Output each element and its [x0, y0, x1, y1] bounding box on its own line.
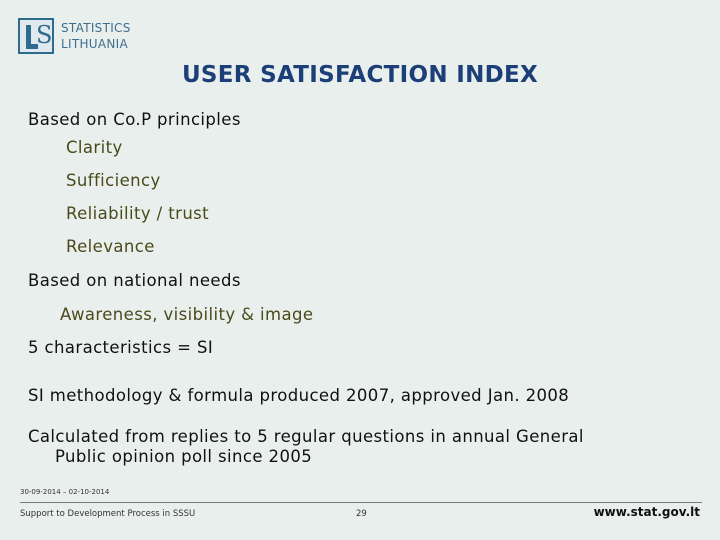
logo-line-2: LITHUANIA	[61, 37, 128, 51]
page-number: 29	[356, 509, 367, 519]
cop-item-sufficiency: Sufficiency	[66, 171, 161, 190]
methodology-line: SI methodology & formula produced 2007, …	[28, 386, 570, 405]
cop-item-relevance: Relevance	[66, 237, 155, 256]
footer-divider	[20, 502, 702, 503]
footer-date: 30-09-2014 – 02-10-2014	[20, 488, 110, 496]
calculated-line-2: Public opinion poll since 2005	[55, 447, 313, 466]
cop-item-reliability: Reliability / trust	[66, 204, 210, 223]
statistics-lithuania-logo: S STATISTICS LITHUANIA	[18, 18, 148, 58]
characteristics-line: 5 characteristics = SI	[28, 338, 214, 357]
cop-heading: Based on Co.P principles	[28, 110, 241, 129]
national-item-awareness: Awareness, visibility & image	[60, 305, 314, 324]
calculated-line-1: Calculated from replies to 5 regular que…	[28, 427, 584, 446]
footer-url: www.stat.gov.lt	[593, 505, 700, 519]
footer-project: Support to Development Process in SSSU	[20, 509, 196, 519]
national-heading: Based on national needs	[28, 271, 241, 290]
logo-mark-icon: S	[18, 18, 54, 54]
slide-title: USER SATISFACTION INDEX	[181, 62, 539, 88]
logo-text: STATISTICS LITHUANIA	[61, 20, 131, 52]
cop-item-clarity: Clarity	[66, 138, 123, 157]
logo-line-1: STATISTICS	[61, 21, 131, 35]
